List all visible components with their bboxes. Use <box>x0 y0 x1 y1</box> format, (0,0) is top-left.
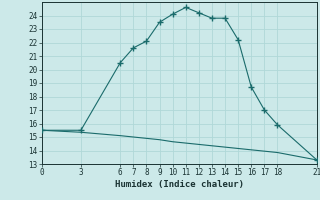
X-axis label: Humidex (Indice chaleur): Humidex (Indice chaleur) <box>115 180 244 189</box>
